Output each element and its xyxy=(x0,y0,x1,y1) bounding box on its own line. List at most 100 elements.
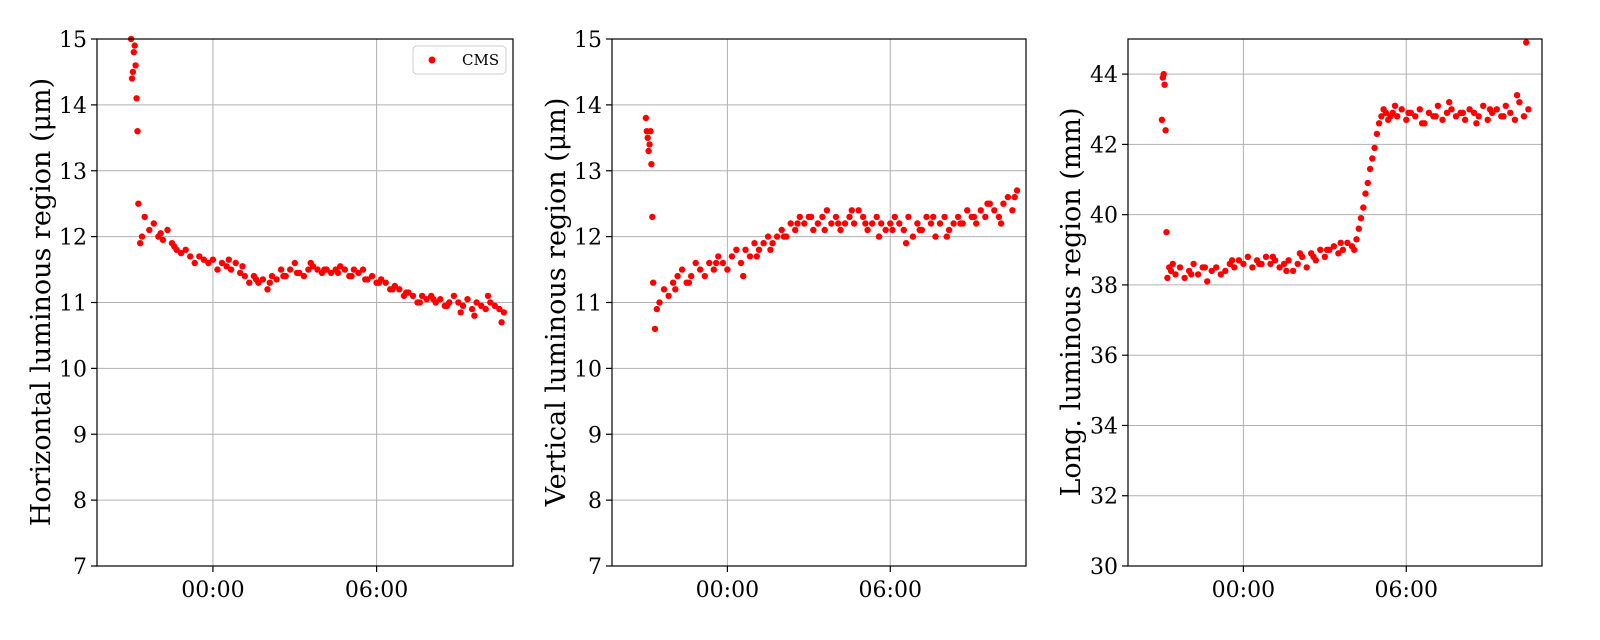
data-point xyxy=(688,272,695,280)
data-point xyxy=(755,246,763,253)
data-point xyxy=(300,272,308,280)
data-point xyxy=(796,213,803,221)
data-point xyxy=(1339,246,1347,253)
data-point xyxy=(337,263,344,270)
y-tick-label: 36 xyxy=(1090,344,1118,369)
data-point xyxy=(1461,116,1469,124)
data-point xyxy=(225,256,232,263)
data-point xyxy=(878,220,885,227)
data-point xyxy=(828,220,835,227)
data-point xyxy=(930,213,937,221)
data-point xyxy=(455,299,462,306)
data-point xyxy=(459,302,467,309)
data-point xyxy=(778,226,785,234)
data-point xyxy=(1418,120,1426,127)
plot-frame xyxy=(1127,38,1543,567)
y-tick-label: 34 xyxy=(1090,414,1118,439)
data-point xyxy=(764,233,772,240)
data-point xyxy=(1231,264,1238,271)
y-axis-label: Long. luminous region (mm) xyxy=(1056,107,1087,496)
data-point xyxy=(646,141,653,148)
data-point xyxy=(1213,264,1220,271)
data-point xyxy=(138,233,146,240)
data-point xyxy=(751,240,758,247)
y-tick-label: 44 xyxy=(1090,63,1118,88)
axis-ticks: 30 32 34 36 38 40 42 44 00:00 06:00 xyxy=(1090,63,1438,603)
data-point xyxy=(164,226,171,234)
data-point xyxy=(1163,229,1170,236)
data-point xyxy=(1434,102,1442,110)
y-tick-label: 30 xyxy=(1090,555,1118,580)
data-point xyxy=(1520,113,1528,120)
data-point xyxy=(1362,190,1369,197)
data-points xyxy=(642,114,1021,333)
data-point xyxy=(1480,102,1487,110)
y-tick-label: 10 xyxy=(574,357,602,382)
y-tick-label: 38 xyxy=(1090,274,1118,299)
data-point xyxy=(823,207,831,214)
data-point xyxy=(1344,239,1351,246)
data-point xyxy=(171,243,178,250)
data-point xyxy=(237,269,244,277)
data-point xyxy=(794,220,801,227)
data-point xyxy=(1204,278,1211,285)
data-point xyxy=(697,266,704,273)
data-point xyxy=(182,246,189,253)
data-point xyxy=(134,128,141,135)
data-point xyxy=(692,259,699,267)
data-point xyxy=(389,286,396,293)
data-point xyxy=(650,279,657,286)
data-point xyxy=(146,226,153,234)
y-tick-label: 10 xyxy=(59,357,87,382)
data-point xyxy=(1280,260,1288,268)
data-point xyxy=(482,305,489,313)
data-point xyxy=(997,220,1005,227)
data-point xyxy=(355,269,362,277)
y-tick-label: 9 xyxy=(588,423,602,448)
data-point xyxy=(1432,113,1439,120)
data-point xyxy=(227,266,235,273)
data-point xyxy=(280,272,287,280)
data-point xyxy=(644,134,651,141)
data-point xyxy=(266,279,273,286)
data-point xyxy=(293,269,301,277)
data-point xyxy=(128,75,136,82)
data-point xyxy=(252,276,260,283)
data-point xyxy=(957,220,964,227)
data-point xyxy=(914,220,921,227)
data-point xyxy=(487,299,494,306)
legend: CMS xyxy=(412,45,507,75)
data-point xyxy=(1289,267,1297,275)
data-point xyxy=(746,253,754,260)
data-point xyxy=(936,220,944,227)
data-point xyxy=(642,114,650,122)
axis-ticks: 7 8 9 10 11 12 13 14 15 00:00 06:00 xyxy=(59,28,408,603)
data-point xyxy=(737,259,745,267)
data-point xyxy=(1525,106,1532,113)
data-point xyxy=(964,207,971,214)
data-point xyxy=(1516,99,1523,106)
data-point xyxy=(409,292,417,300)
data-point xyxy=(450,292,458,300)
data-point xyxy=(1169,260,1177,268)
data-point xyxy=(484,292,492,300)
data-point xyxy=(314,266,321,273)
data-point xyxy=(742,246,749,253)
data-point xyxy=(1201,264,1209,271)
long-luminous-region-chart: 30 32 34 36 38 40 42 44 00:00 06:00 Long. luminou… xyxy=(1056,38,1543,603)
data-point xyxy=(1353,236,1360,243)
data-point xyxy=(1355,225,1363,232)
data-point xyxy=(246,279,253,286)
y-tick-label: 8 xyxy=(588,489,602,514)
data-point xyxy=(669,279,677,286)
data-point xyxy=(1523,39,1530,46)
data-point xyxy=(1475,113,1482,120)
data-point xyxy=(1188,271,1195,278)
data-point xyxy=(1190,260,1197,268)
data-point xyxy=(991,207,998,214)
data-point xyxy=(1375,120,1383,127)
x-tick-label: 00:00 xyxy=(1212,578,1275,603)
data-point xyxy=(1249,264,1256,271)
data-point xyxy=(1294,260,1301,268)
data-point xyxy=(882,226,889,234)
